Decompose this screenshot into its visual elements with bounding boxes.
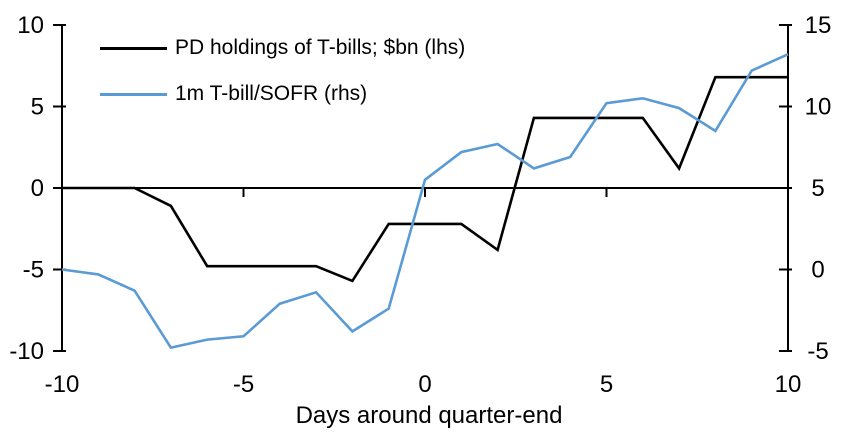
right-axis-tick-label: 0 <box>811 257 824 284</box>
right-axis-tick-label: 15 <box>805 12 832 39</box>
right-axis-tick-label: -5 <box>807 338 828 365</box>
left-axis-tick-label: 0 <box>31 175 44 202</box>
legend-label-pd-holdings: PD holdings of T-bills; $bn (lhs) <box>175 36 466 59</box>
legend-line-black <box>100 46 167 50</box>
legend-line-blue <box>100 92 167 96</box>
right-axis-tick-label: 5 <box>811 175 824 202</box>
series-line-0 <box>62 75 788 283</box>
legend-item-pd-holdings: PD holdings of T-bills; $bn (lhs) <box>100 36 465 60</box>
x-axis-tick-label: 0 <box>418 371 431 398</box>
left-axis-tick-label: -5 <box>23 257 44 284</box>
x-axis-title: Days around quarter-end <box>295 402 563 429</box>
legend-label-tbill-sofr: 1m T-bill/SOFR (rhs) <box>175 82 368 105</box>
legend-item-tbill-sofr: 1m T-bill/SOFR (rhs) <box>100 82 367 106</box>
x-axis-tick-label: -10 <box>45 371 80 398</box>
left-axis-tick-label: 10 <box>17 12 44 39</box>
x-axis-tick-label: 5 <box>600 371 613 398</box>
left-axis-tick-label: -10 <box>9 338 44 365</box>
right-axis-tick-label: 10 <box>805 94 832 121</box>
series-line-1 <box>61 53 789 350</box>
x-axis-tick-label: 10 <box>775 371 802 398</box>
left-axis-tick-label: 5 <box>31 94 44 121</box>
x-axis-tick-label: -5 <box>233 371 254 398</box>
